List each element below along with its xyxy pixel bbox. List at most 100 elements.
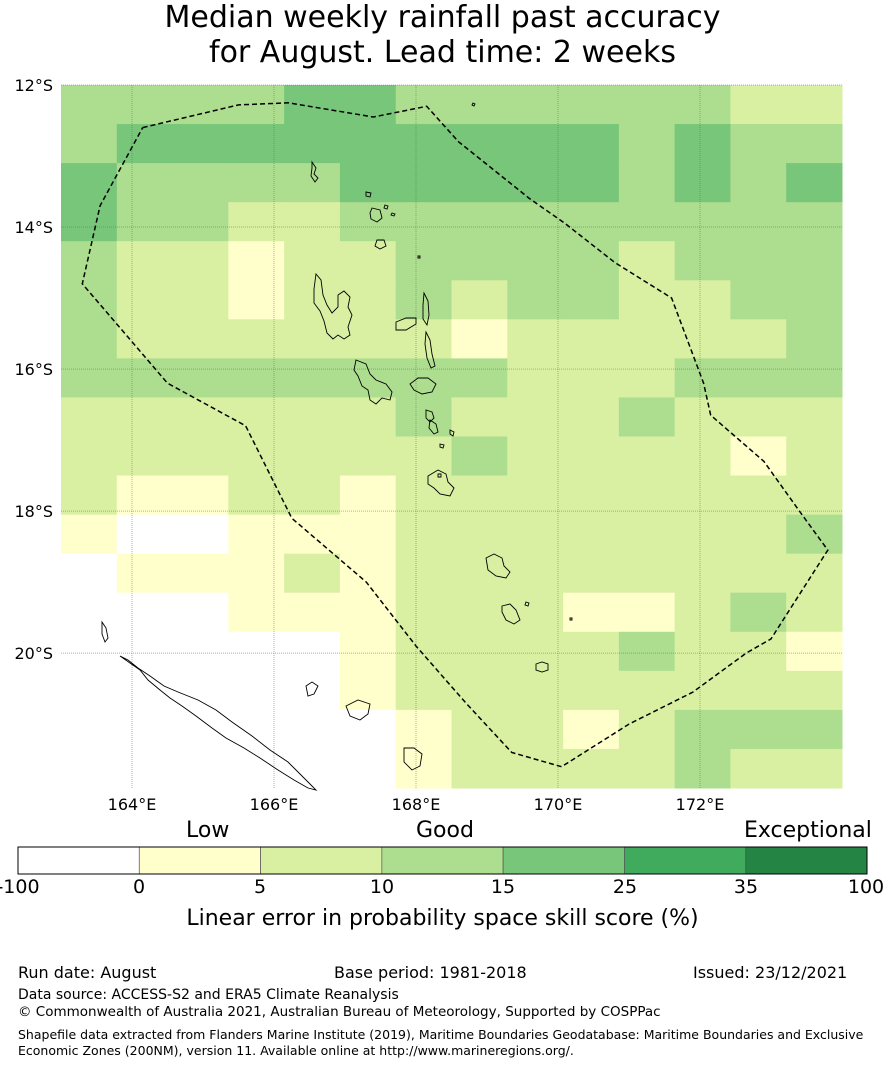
skill-cell xyxy=(730,475,787,516)
skill-cell xyxy=(116,202,174,242)
skill-cell xyxy=(116,592,174,633)
island-shape xyxy=(417,255,421,259)
islands-outline xyxy=(101,102,573,791)
skill-cell xyxy=(507,202,564,242)
island-espiritu-santo xyxy=(313,272,353,340)
skill-cell xyxy=(451,748,508,789)
skill-cell xyxy=(507,358,564,398)
skill-cell xyxy=(228,280,285,320)
skill-cell xyxy=(786,553,843,594)
skill-cell xyxy=(786,436,843,477)
skill-cell xyxy=(786,475,843,516)
skill-cell xyxy=(563,553,620,594)
skill-cell xyxy=(339,397,397,437)
skill-cell xyxy=(61,163,118,203)
skill-cell xyxy=(618,124,676,164)
skill-cell xyxy=(116,85,174,125)
skill-cell xyxy=(563,631,620,672)
skill-cell xyxy=(284,436,341,477)
skill-cell xyxy=(563,280,620,320)
skill-cell xyxy=(563,709,620,750)
skill-cell xyxy=(507,592,564,633)
skill-cell xyxy=(507,631,564,672)
skill-cell xyxy=(284,358,341,398)
island-shape xyxy=(365,191,372,198)
map-title-line1: Median weekly rainfall past accuracy xyxy=(164,0,721,35)
skill-cell xyxy=(563,397,620,437)
colorbar-tick: 5 xyxy=(253,876,267,898)
skill-cell xyxy=(228,319,285,359)
skill-cell xyxy=(228,592,285,633)
colorbar-segment xyxy=(138,846,261,875)
skill-cell xyxy=(172,202,229,242)
colorbar xyxy=(17,846,868,875)
skill-cell xyxy=(563,475,620,516)
skill-cell xyxy=(116,553,174,594)
island-aniwa xyxy=(524,601,530,607)
skill-cell xyxy=(284,319,341,359)
skill-cell xyxy=(61,631,118,672)
skill-cell xyxy=(618,514,676,555)
skill-cell xyxy=(674,553,731,594)
skill-cell xyxy=(61,358,118,398)
skill-cell xyxy=(339,592,397,633)
skill-cell xyxy=(674,202,731,242)
skill-cell xyxy=(451,280,508,320)
skill-cell xyxy=(116,514,174,555)
skill-cell xyxy=(563,358,620,398)
skill-cell xyxy=(451,475,508,516)
longitude-label: 170°E xyxy=(534,795,583,814)
skill-cell xyxy=(618,241,676,281)
skill-cell xyxy=(674,163,731,203)
skill-cell xyxy=(730,358,787,398)
skill-cell xyxy=(451,241,508,281)
skill-cell xyxy=(674,514,731,555)
skill-cell xyxy=(674,631,731,672)
skill-cell xyxy=(339,280,397,320)
latitude-label: 18°S xyxy=(14,502,53,521)
skill-cell xyxy=(786,670,843,711)
skill-cell xyxy=(116,709,174,750)
skill-cell xyxy=(339,709,397,750)
skill-cell xyxy=(507,670,564,711)
skill-cell xyxy=(172,163,229,203)
skill-cell xyxy=(563,514,620,555)
longitude-label: 172°E xyxy=(676,795,725,814)
skill-cell xyxy=(563,241,620,281)
skill-cell xyxy=(730,748,787,789)
island-shape xyxy=(374,239,387,250)
skill-cell xyxy=(172,631,229,672)
map-title-line2: for August. Lead time: 2 weeks xyxy=(209,35,676,70)
skill-cell xyxy=(228,397,285,437)
colorbar-tick: 0 xyxy=(132,876,146,898)
skill-cell xyxy=(786,280,843,320)
skill-cell xyxy=(61,553,118,594)
island-small xyxy=(437,473,442,478)
colorbar-tick: 35 xyxy=(733,876,759,898)
skill-cell xyxy=(61,592,118,633)
island-lifou xyxy=(345,699,371,721)
skill-cell xyxy=(395,631,452,672)
skill-cell xyxy=(730,124,787,164)
colorbar-segment xyxy=(624,846,747,875)
skill-cell xyxy=(730,280,787,320)
skill-cell xyxy=(339,553,397,594)
skill-cell xyxy=(395,475,452,516)
skill-cell xyxy=(228,436,285,477)
skill-cell xyxy=(395,163,452,203)
skill-cell xyxy=(730,319,787,359)
colorbar-segment xyxy=(745,846,868,875)
skill-cell xyxy=(563,670,620,711)
island-ouvea xyxy=(305,681,319,697)
skill-cell xyxy=(674,592,731,633)
colorbar-segment xyxy=(260,846,383,875)
skill-cell xyxy=(116,319,174,359)
skill-cell xyxy=(730,85,787,125)
skill-cell xyxy=(395,319,452,359)
skill-cell xyxy=(451,631,508,672)
skill-cell xyxy=(618,358,676,398)
colorbar-segment xyxy=(502,846,625,875)
island-pentecost xyxy=(424,330,436,369)
skill-cell xyxy=(395,553,452,594)
